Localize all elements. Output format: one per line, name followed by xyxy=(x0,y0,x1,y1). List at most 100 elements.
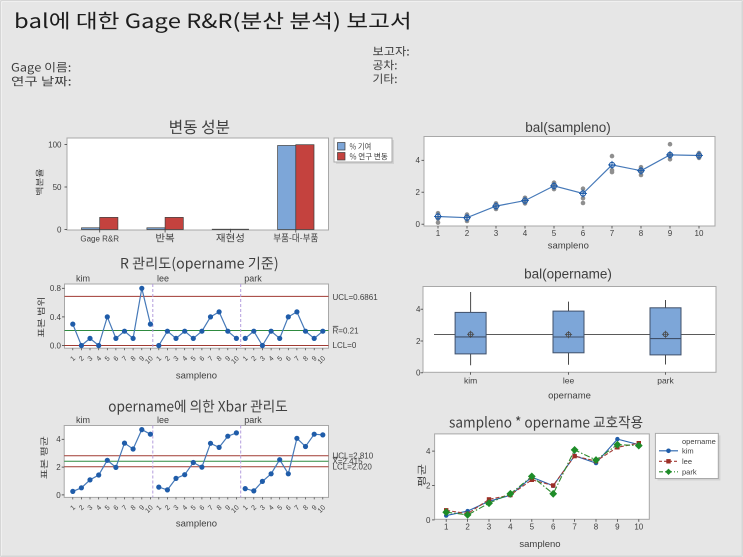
svg-text:9: 9 xyxy=(668,229,673,238)
svg-text:8: 8 xyxy=(594,523,599,532)
svg-text:2: 2 xyxy=(78,504,86,512)
svg-text:park: park xyxy=(682,468,697,477)
svg-text:4: 4 xyxy=(95,355,103,363)
svg-text:1: 1 xyxy=(70,355,78,363)
svg-text:6: 6 xyxy=(199,355,207,363)
svg-text:4: 4 xyxy=(181,355,189,363)
svg-text:5: 5 xyxy=(104,504,112,512)
svg-text:park: park xyxy=(657,376,674,386)
svg-text:opername: opername xyxy=(682,437,716,446)
svg-text:5: 5 xyxy=(190,355,198,363)
svg-text:4: 4 xyxy=(268,355,276,363)
svg-text:10: 10 xyxy=(695,229,704,238)
svg-text:0: 0 xyxy=(57,225,62,234)
svg-text:0: 0 xyxy=(416,220,421,229)
svg-text:0: 0 xyxy=(56,491,61,500)
svg-text:3: 3 xyxy=(87,504,95,512)
svg-text:lee: lee xyxy=(682,457,692,466)
svg-text:5: 5 xyxy=(552,229,557,238)
svg-text:4: 4 xyxy=(426,447,431,456)
svg-text:9: 9 xyxy=(311,355,319,363)
svg-text:10: 10 xyxy=(230,504,241,515)
svg-text:4: 4 xyxy=(268,504,276,512)
svg-text:100: 100 xyxy=(48,140,62,149)
svg-text:6: 6 xyxy=(285,355,293,363)
svg-text:2: 2 xyxy=(416,188,421,197)
svg-text:7: 7 xyxy=(121,355,129,363)
svg-text:50: 50 xyxy=(53,183,62,192)
svg-text:6: 6 xyxy=(285,504,293,512)
svg-text:10: 10 xyxy=(317,355,328,366)
svg-text:8: 8 xyxy=(130,355,138,363)
svg-text:8: 8 xyxy=(302,504,310,512)
svg-text:7: 7 xyxy=(207,504,215,512)
svg-text:7: 7 xyxy=(294,504,302,512)
svg-text:1: 1 xyxy=(242,355,250,363)
svg-text:R=0.21: R=0.21 xyxy=(333,326,360,335)
svg-text:10: 10 xyxy=(230,355,241,366)
svg-text:3: 3 xyxy=(87,355,95,363)
svg-text:3: 3 xyxy=(173,504,181,512)
svg-text:2: 2 xyxy=(465,523,470,532)
svg-text:5: 5 xyxy=(190,504,198,512)
svg-text:9: 9 xyxy=(139,355,147,363)
svg-text:1: 1 xyxy=(156,355,164,363)
svg-text:lee: lee xyxy=(157,274,169,284)
svg-text:0: 0 xyxy=(416,369,421,378)
svg-text:5: 5 xyxy=(276,504,284,512)
svg-text:9: 9 xyxy=(139,504,147,512)
svg-text:6: 6 xyxy=(581,229,586,238)
svg-text:kim: kim xyxy=(76,274,90,284)
svg-text:opername: opername xyxy=(548,391,591,402)
svg-text:9: 9 xyxy=(615,523,620,532)
svg-text:4: 4 xyxy=(95,504,103,512)
svg-text:5: 5 xyxy=(104,355,112,363)
svg-text:lee: lee xyxy=(563,376,575,386)
svg-text:4: 4 xyxy=(416,305,421,314)
svg-text:2: 2 xyxy=(251,504,259,512)
svg-text:4: 4 xyxy=(416,156,421,165)
svg-text:9: 9 xyxy=(225,504,233,512)
svg-text:4: 4 xyxy=(508,523,513,532)
svg-text:0.8: 0.8 xyxy=(50,284,62,293)
svg-text:7: 7 xyxy=(572,523,577,532)
svg-text:4: 4 xyxy=(523,229,528,238)
svg-text:lee: lee xyxy=(157,415,169,425)
svg-text:10: 10 xyxy=(634,523,643,532)
svg-text:kim: kim xyxy=(76,415,90,425)
svg-text:2: 2 xyxy=(56,463,61,472)
svg-text:kim: kim xyxy=(464,376,477,386)
svg-text:LCL=0: LCL=0 xyxy=(333,341,357,350)
svg-text:LCL=2.020: LCL=2.020 xyxy=(333,463,373,472)
svg-text:2: 2 xyxy=(164,355,172,363)
svg-text:10: 10 xyxy=(317,504,328,515)
svg-text:2: 2 xyxy=(78,355,86,363)
svg-text:sampleno: sampleno xyxy=(176,519,217,530)
svg-text:8: 8 xyxy=(302,355,310,363)
svg-text:4: 4 xyxy=(56,435,61,444)
svg-text:2: 2 xyxy=(426,481,431,490)
svg-text:3: 3 xyxy=(173,355,181,363)
svg-text:2: 2 xyxy=(164,504,172,512)
svg-text:3: 3 xyxy=(259,355,267,363)
svg-text:sampleno: sampleno xyxy=(519,539,560,550)
svg-text:8: 8 xyxy=(216,355,224,363)
svg-text:kim: kim xyxy=(682,447,694,456)
svg-text:9: 9 xyxy=(311,504,319,512)
svg-text:1: 1 xyxy=(70,504,78,512)
svg-text:Gage R&R: Gage R&R xyxy=(80,235,119,244)
svg-text:1: 1 xyxy=(242,504,250,512)
svg-text:10: 10 xyxy=(144,504,155,515)
svg-text:3: 3 xyxy=(494,229,499,238)
svg-text:0.0: 0.0 xyxy=(50,341,62,350)
svg-text:0.4: 0.4 xyxy=(50,313,62,322)
svg-text:10: 10 xyxy=(144,355,155,366)
svg-text:6: 6 xyxy=(199,504,207,512)
svg-text:2: 2 xyxy=(416,337,421,346)
svg-text:6: 6 xyxy=(113,504,121,512)
svg-text:8: 8 xyxy=(639,229,644,238)
svg-text:0: 0 xyxy=(426,516,431,525)
svg-text:3: 3 xyxy=(259,504,267,512)
svg-text:2: 2 xyxy=(251,355,259,363)
svg-text:9: 9 xyxy=(225,355,233,363)
